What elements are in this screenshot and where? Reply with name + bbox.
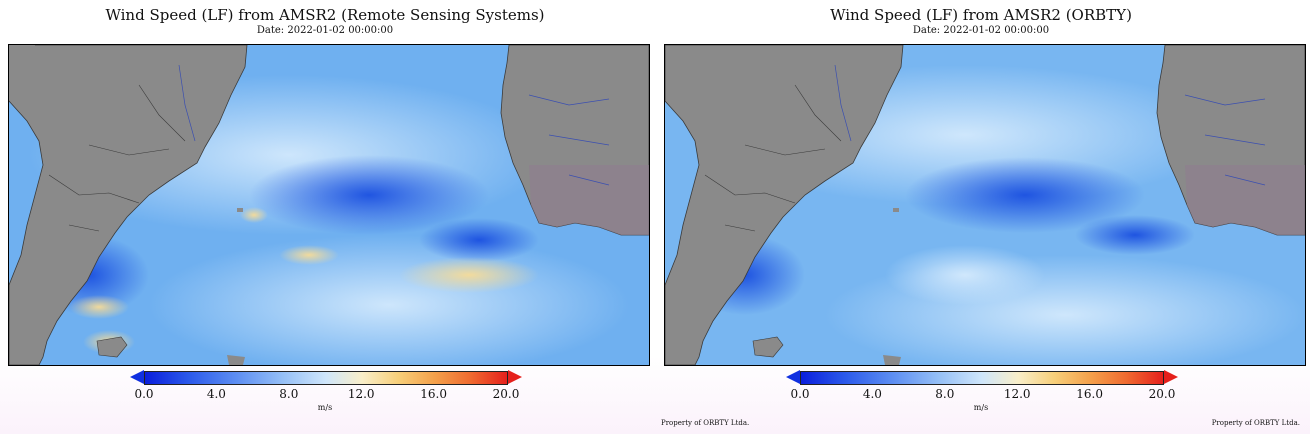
land-south-america (9, 45, 248, 365)
colorbar-tick: 8.0 (935, 387, 955, 401)
country-borders (704, 84, 842, 232)
wind-field-high (279, 245, 339, 265)
colorbar-tick: 20.0 (492, 387, 520, 401)
colorbar-tick: 16.0 (420, 387, 447, 401)
colorbar-gradient (800, 371, 1164, 385)
wind-field-high (240, 207, 268, 223)
colorbar-tick: 12.0 (1003, 387, 1031, 401)
rivers (834, 64, 1266, 186)
colorbar-gradient (144, 371, 508, 385)
wind-map-svg (665, 45, 1305, 365)
wind-map-svg (9, 45, 649, 365)
wind-field-low (249, 155, 489, 235)
property-notice-left: Property of ORBTY Ltda. (661, 419, 750, 427)
colorbar-min-arrow (130, 370, 144, 384)
country-borders (48, 84, 186, 232)
wind-map[interactable] (664, 44, 1306, 366)
colorbar-tick: 8.0 (279, 387, 299, 401)
land-island (883, 355, 901, 365)
colorbar-tick: 20.0 (1148, 387, 1176, 401)
wind-field-light (885, 245, 1045, 305)
panel-title: Wind Speed (LF) from AMSR2 (ORBTY) (830, 6, 1132, 24)
land-north-west (9, 45, 35, 101)
panel-date: Date: 2022-01-02 00:00:00 (256, 25, 394, 36)
colorbar-tick: 0.0 (790, 387, 810, 401)
colorbar-tick: 12.0 (347, 387, 375, 401)
colorbar-tick: 4.0 (862, 387, 882, 401)
land-island (237, 208, 243, 212)
colorbar-tick: 4.0 (206, 387, 226, 401)
land-falklands (752, 336, 784, 358)
wind-map[interactable] (8, 44, 650, 366)
panel-rss: Wind Speed (LF) from AMSR2 (Remote Sensi… (0, 0, 650, 434)
colorbar-min-arrow (786, 370, 800, 384)
land-island (893, 208, 899, 212)
colorbar-tick: 0.0 (134, 387, 154, 401)
wind-field-low (1075, 215, 1195, 255)
land-falklands (96, 336, 128, 358)
colorbar-ticks: 0.0 4.0 8.0 12.0 16.0 20.0 (134, 387, 519, 401)
colorbar-max-arrow (1164, 370, 1178, 384)
colorbar-unit: m/s (973, 403, 989, 412)
colorbar-ticks: 0.0 4.0 8.0 12.0 16.0 20.0 (790, 387, 1175, 401)
rivers (178, 64, 610, 186)
colorbar (130, 370, 524, 385)
panel-orbty: Wind Speed (LF) from AMSR2 (ORBTY) Date:… (656, 0, 1306, 434)
panel-date: Date: 2022-01-02 00:00:00 (912, 25, 1050, 36)
colorbar (786, 370, 1180, 385)
panel-title: Wind Speed (LF) from AMSR2 (Remote Sensi… (105, 6, 545, 24)
wind-field-low (419, 218, 539, 262)
wind-field-low (905, 157, 1145, 233)
colorbar-unit: m/s (317, 403, 333, 412)
colorbar-tick: 16.0 (1076, 387, 1103, 401)
land-south-africa (529, 165, 649, 235)
wind-field-high (399, 257, 539, 293)
land-south-africa (1185, 165, 1305, 235)
wind-field-high (69, 295, 129, 319)
land-island (227, 355, 245, 365)
property-notice-right: Property of ORBTY Ltda. (1211, 419, 1300, 427)
colorbar-max-arrow (508, 370, 522, 384)
land-south-america (665, 45, 904, 365)
